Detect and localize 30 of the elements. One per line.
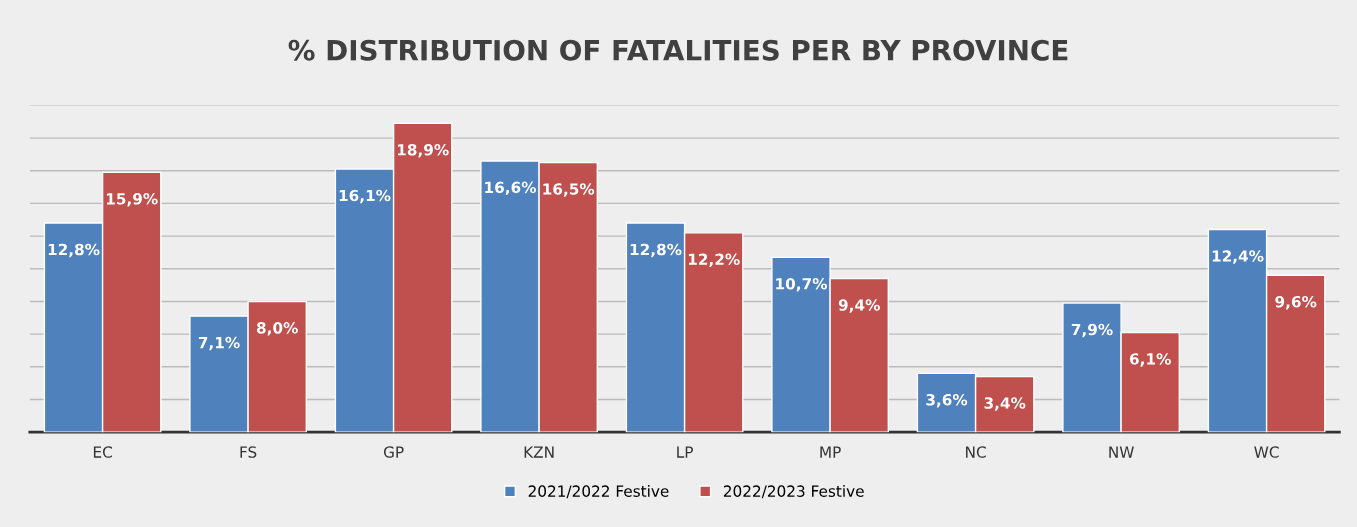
data-label: 3,6% <box>926 393 968 408</box>
data-label: 12,2% <box>688 253 740 267</box>
data-label: 9,6% <box>1275 295 1317 310</box>
legend-label: 2021/2022 Festive <box>528 485 669 499</box>
x-tick-label: NW <box>1109 446 1134 458</box>
data-label: 3,4% <box>984 397 1026 411</box>
x-tick-label: LP <box>677 446 693 458</box>
data-label: 15,9% <box>106 193 158 207</box>
data-label: 6,1% <box>1129 353 1171 367</box>
data-label: 18,9% <box>397 144 449 158</box>
chart-title: % DISTRIBUTION OF FATALITIES PER BY PROVINCE <box>288 39 1068 61</box>
x-tick-label: FS <box>240 446 257 458</box>
x-tick-label: WC <box>1254 446 1279 458</box>
x-tick-label: KZN <box>524 446 554 458</box>
data-label: 16,6% <box>485 181 537 196</box>
data-label: 12,8% <box>48 243 100 258</box>
data-label: 16,1% <box>339 189 391 204</box>
data-label: 10,7% <box>776 277 828 292</box>
x-tick-label: GP <box>383 446 404 458</box>
x-tick-label: NC <box>966 446 986 458</box>
legend-label: 2022/2023 Festive <box>723 485 864 499</box>
x-tick-label: EC <box>93 446 112 458</box>
x-tick-label: MP <box>820 446 841 458</box>
data-label: 12,4% <box>1212 250 1264 264</box>
data-label: 12,8% <box>630 243 682 258</box>
data-label: 7,1% <box>198 336 240 351</box>
data-label: 7,9% <box>1071 323 1113 338</box>
data-label: 16,5% <box>543 183 595 197</box>
data-label: 8,0% <box>256 322 298 336</box>
data-label: 9,4% <box>838 299 880 313</box>
